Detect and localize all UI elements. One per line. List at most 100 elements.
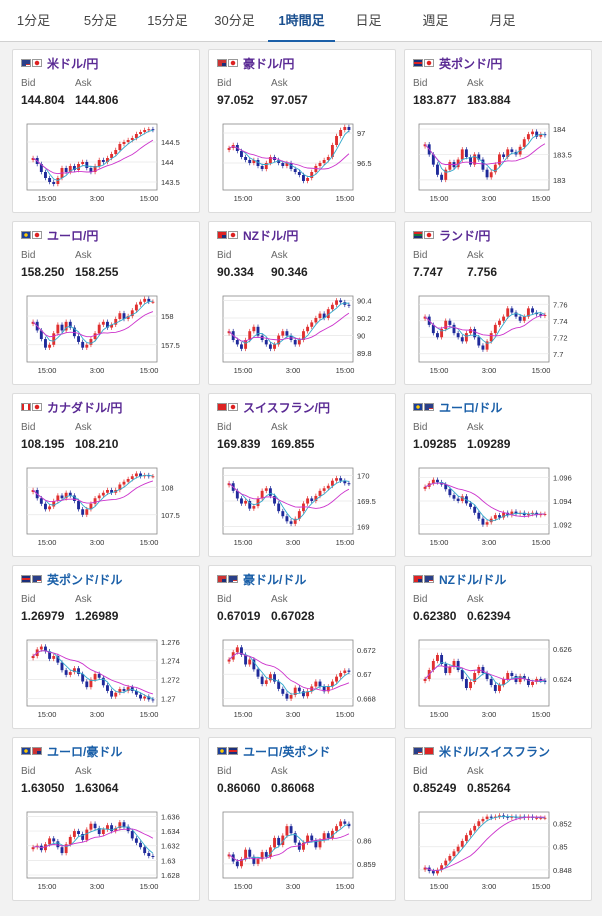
rate-card[interactable]: 米ドル/円 Bid Ask 144.804 144.806 144.5 144 143.5 15… — [12, 49, 200, 213]
pair-name-link[interactable]: ユーロ/ドル — [439, 400, 503, 415]
candle-body — [52, 501, 56, 507]
price-chart[interactable]: 0.626 0.624 15:00 3:00 15:00 — [411, 632, 587, 724]
candle-body — [130, 831, 134, 839]
y-tick-label: 96.5 — [357, 159, 372, 168]
candle-body — [240, 859, 243, 867]
ask-label: Ask — [271, 422, 288, 433]
candle-body — [56, 178, 60, 184]
pair-name-link[interactable]: 英ポンド/ドル — [47, 572, 123, 587]
candle-body — [436, 655, 439, 661]
rate-card[interactable]: 英ポンド/ドル Bid Ask 1.26979 1.26989 1.276 1.274 1.2… — [12, 565, 200, 729]
price-chart[interactable]: 108 107.5 15:00 3:00 15:00 — [19, 460, 195, 552]
candle-body — [448, 489, 452, 496]
candle-body — [506, 149, 510, 157]
pair-name-link[interactable]: ユーロ/豪ドル — [47, 744, 123, 759]
pair-name-link[interactable]: 豪ドル/円 — [243, 56, 295, 71]
candle-body — [318, 490, 322, 496]
candle-body — [498, 685, 501, 691]
rate-card[interactable]: NZドル/円 Bid Ask 90.334 90.346 90.4 90.2 90 89.8 15… — [208, 221, 396, 385]
rate-card[interactable]: ユーロ/円 Bid Ask 158.250 158.255 158 157.5 15:00 3:… — [12, 221, 200, 385]
ask-value: 144.806 — [75, 93, 119, 107]
rate-card[interactable]: ランド/円 Bid Ask 7.747 7.756 7.76 7.74 7.72 7.7 15:0… — [404, 221, 592, 385]
candle-body — [285, 693, 289, 699]
y-tick-label: 1.092 — [553, 521, 572, 530]
ask-value: 0.86068 — [271, 781, 315, 795]
candle-body — [469, 329, 472, 334]
pair-name-link[interactable]: カナダドル/円 — [47, 400, 123, 415]
uk-flag-icon — [413, 59, 423, 67]
rate-card[interactable]: 米ドル/スイスフラン Bid Ask 0.85249 0.85264 0.852 0.85 0… — [404, 737, 592, 901]
us-flag-icon — [424, 403, 434, 411]
rate-card[interactable]: スイスフラン/円 Bid Ask 169.839 169.855 170 169.5 169 1… — [208, 393, 396, 557]
pair-name-link[interactable]: 英ポンド/円 — [439, 56, 503, 71]
candle-body — [151, 856, 155, 857]
bid-label: Bid — [413, 766, 428, 777]
price-chart[interactable]: 97 96.5 15:00 3:00 15:00 — [215, 116, 391, 208]
candle-body — [485, 341, 489, 350]
tab-5[interactable]: 1時間足 — [268, 0, 335, 42]
tab-1[interactable]: 1分足 — [16, 13, 51, 28]
candle-body — [39, 646, 43, 650]
candle-body — [489, 333, 493, 342]
x-tick-label: 3:00 — [90, 194, 105, 203]
pair-name-link[interactable]: NZドル/円 — [243, 228, 299, 243]
rate-card[interactable]: 豪ドル/円 Bid Ask 97.052 97.057 97 96.5 15:00 3:00 15… — [208, 49, 396, 213]
x-tick-label: 3:00 — [90, 882, 105, 891]
price-chart[interactable]: 158 157.5 15:00 3:00 15:00 — [19, 288, 195, 380]
y-tick-label: 108 — [161, 483, 174, 492]
bid-label: Bid — [217, 766, 232, 777]
candle-body — [147, 853, 151, 856]
candle-body — [473, 506, 477, 513]
rate-card[interactable]: カナダドル/円 Bid Ask 108.195 108.210 108 107.5 15:00… — [12, 393, 200, 557]
bid-label: Bid — [217, 78, 232, 89]
candle-body — [122, 481, 126, 485]
rate-card[interactable]: ユーロ/ドル Bid Ask 1.09285 1.09289 1.096 1.094 1.09… — [404, 393, 592, 557]
candle-body — [289, 826, 293, 834]
pair-name-link[interactable]: ユーロ/円 — [47, 228, 99, 243]
tab-3[interactable]: 15分足 — [147, 13, 188, 28]
candle-body — [314, 495, 318, 501]
x-tick-label: 3:00 — [90, 710, 105, 719]
pair-name-link[interactable]: NZドル/ドル — [439, 572, 507, 587]
tab-8[interactable]: 月足 — [489, 13, 516, 28]
candle-body — [289, 695, 293, 699]
pair-name-link[interactable]: 豪ドル/ドル — [243, 572, 307, 587]
rate-card[interactable]: ユーロ/豪ドル Bid Ask 1.63050 1.63064 1.636 1.634 1.6… — [12, 737, 200, 901]
rate-card[interactable]: ユーロ/英ポンド Bid Ask 0.86060 0.86068 0.86 0.859 15:… — [208, 737, 396, 901]
candle-body — [485, 522, 489, 525]
candle-body — [335, 300, 338, 305]
candle-body — [56, 656, 60, 663]
pair-name-link[interactable]: ランド/円 — [439, 228, 491, 243]
tab-4[interactable]: 30分足 — [214, 13, 255, 28]
pair-name-link[interactable]: 米ドル/円 — [47, 56, 99, 71]
price-chart[interactable]: 7.767.747.727.715:00 3:00 15:00 — [411, 288, 587, 380]
currency-flags — [413, 575, 434, 583]
x-tick-label: 15:00 — [140, 710, 159, 719]
pair-name-link[interactable]: スイスフラン/円 — [243, 400, 330, 415]
rate-card[interactable]: 英ポンド/円 Bid Ask 183.877 183.884 184 183.5 183 15:… — [404, 49, 592, 213]
candle-body — [322, 488, 326, 491]
candle-body — [101, 321, 105, 325]
rate-card[interactable]: NZドル/ドル Bid Ask 0.62380 0.62394 0.626 0.624 15:… — [404, 565, 592, 729]
price-chart[interactable]: 0.86 0.859 15:00 3:00 15:00 — [215, 804, 391, 896]
tab-2[interactable]: 5分足 — [83, 13, 118, 28]
ask-label: Ask — [75, 422, 92, 433]
pair-name-link[interactable]: ユーロ/英ポンド — [243, 744, 331, 759]
pair-name-link[interactable]: 米ドル/スイスフラン — [439, 744, 550, 759]
card-header: NZドル/円 — [217, 227, 298, 243]
y-tick-label: 183.5 — [553, 150, 572, 159]
tab-6[interactable]: 日足 — [355, 13, 382, 28]
tab-7[interactable]: 週足 — [422, 13, 449, 28]
candle-body — [56, 324, 60, 334]
candle-body — [339, 300, 343, 303]
rate-card[interactable]: 豪ドル/ドル Bid Ask 0.67019 0.67028 0.672 0.67 0.668… — [208, 565, 396, 729]
